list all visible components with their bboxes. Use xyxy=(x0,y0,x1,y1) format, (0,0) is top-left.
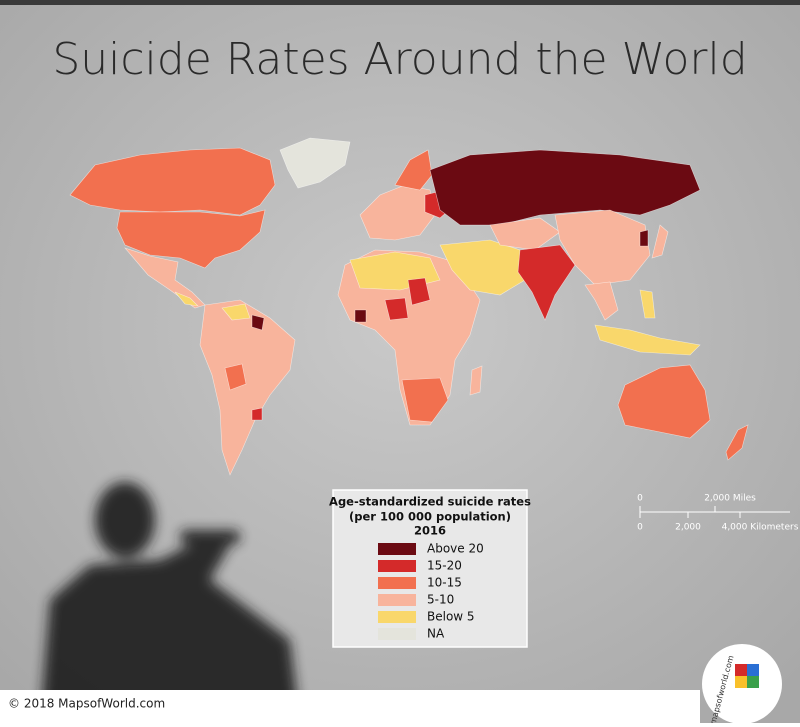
usa xyxy=(116,209,266,269)
india xyxy=(517,244,576,321)
philippines xyxy=(639,289,656,319)
scale-bar: 0 2,000 Miles 0 2,000 4,000 Kilometers xyxy=(637,494,799,533)
legend-swatch xyxy=(378,594,416,606)
legend: Age-standardized suicide rates (per 100 … xyxy=(329,489,531,648)
legend-swatch xyxy=(378,543,416,555)
legend-swatch xyxy=(378,611,416,623)
copyright: © 2018 MapsofWorld.com xyxy=(8,697,165,711)
ivory-coast xyxy=(354,309,367,323)
scale-label: 4,000 Kilometers xyxy=(722,523,799,533)
legend-swatch xyxy=(378,628,416,640)
central-asia xyxy=(489,217,561,251)
nigeria xyxy=(384,297,409,321)
logo: mapsofworld.com xyxy=(702,644,782,726)
legend-title: (per 100 000 population) xyxy=(349,510,511,524)
top-bar xyxy=(0,0,800,5)
uruguay xyxy=(251,407,263,421)
middle-east xyxy=(439,239,526,296)
silhouette xyxy=(40,482,300,723)
russia xyxy=(429,149,701,226)
bolivia xyxy=(224,363,247,391)
logo-mark xyxy=(747,676,759,688)
chad xyxy=(407,277,431,306)
canada xyxy=(69,147,276,216)
south-america xyxy=(199,299,296,476)
australia xyxy=(617,364,711,439)
legend-box xyxy=(332,489,528,648)
new-zealand xyxy=(725,424,749,461)
legend-swatch xyxy=(378,560,416,572)
scale-label: 2,000 Miles xyxy=(704,494,756,504)
legend-title: Age-standardized suicide rates xyxy=(329,495,531,509)
legend-label: NA xyxy=(427,627,445,641)
venezuela xyxy=(221,303,251,321)
korea xyxy=(639,229,649,247)
southern-africa xyxy=(401,377,449,423)
caribbean xyxy=(174,291,199,307)
footer xyxy=(0,690,700,723)
legend-swatch xyxy=(378,577,416,589)
scale-label: 2,000 xyxy=(675,523,701,533)
guyana xyxy=(251,314,265,331)
indonesia xyxy=(594,324,701,356)
legend-label: Below 5 xyxy=(427,610,475,624)
legend-label: 15-20 xyxy=(427,559,462,573)
title: Suicide Rates Around the World xyxy=(52,34,747,85)
logo-mark xyxy=(747,664,759,676)
legend-label: 10-15 xyxy=(427,576,462,590)
southeast-asia xyxy=(584,281,619,321)
legend-label: Above 20 xyxy=(427,542,484,556)
logo-mark xyxy=(735,664,747,676)
scale-label: 0 xyxy=(637,494,643,504)
greenland xyxy=(279,137,351,189)
japan xyxy=(651,224,669,259)
china xyxy=(554,209,651,286)
legend-title: 2016 xyxy=(414,524,446,538)
madagascar xyxy=(469,365,483,396)
scandinavia xyxy=(394,149,433,191)
scale-label: 0 xyxy=(637,523,643,533)
world-map xyxy=(69,137,749,476)
logo-mark xyxy=(735,676,747,688)
legend-label: 5-10 xyxy=(427,593,454,607)
mexico xyxy=(124,247,206,309)
